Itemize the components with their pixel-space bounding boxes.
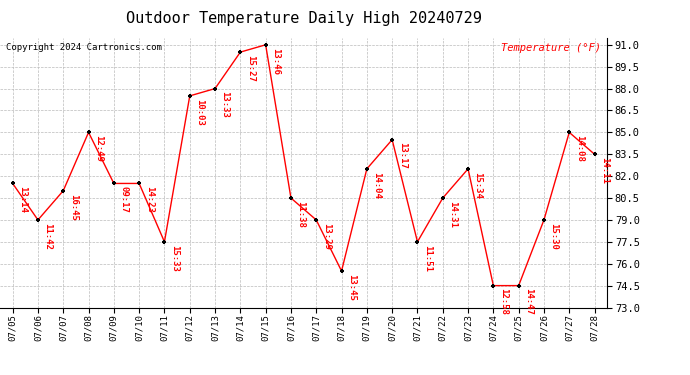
Point bbox=[32, 217, 43, 223]
Text: 14:47: 14:47 bbox=[524, 288, 533, 315]
Point bbox=[462, 166, 473, 172]
Point bbox=[336, 268, 347, 274]
Text: 13:45: 13:45 bbox=[347, 274, 356, 301]
Point bbox=[362, 166, 373, 172]
Text: 13:29: 13:29 bbox=[322, 223, 331, 250]
Point bbox=[310, 217, 322, 223]
Text: 13:46: 13:46 bbox=[271, 48, 280, 75]
Point bbox=[564, 129, 575, 135]
Point bbox=[412, 239, 423, 245]
Text: 14:08: 14:08 bbox=[575, 135, 584, 162]
Text: 14:04: 14:04 bbox=[373, 172, 382, 198]
Text: 12:49: 12:49 bbox=[94, 135, 103, 162]
Point bbox=[58, 188, 69, 194]
Point bbox=[386, 136, 397, 142]
Text: 15:30: 15:30 bbox=[549, 223, 558, 250]
Point bbox=[513, 283, 524, 289]
Text: 15:33: 15:33 bbox=[170, 244, 179, 272]
Text: Outdoor Temperature Daily High 20240729: Outdoor Temperature Daily High 20240729 bbox=[126, 11, 482, 26]
Text: 14:31: 14:31 bbox=[448, 201, 457, 228]
Text: 13:14: 13:14 bbox=[18, 186, 27, 213]
Text: Copyright 2024 Cartronics.com: Copyright 2024 Cartronics.com bbox=[6, 43, 162, 52]
Point bbox=[134, 180, 145, 186]
Point bbox=[286, 195, 297, 201]
Text: 14:23: 14:23 bbox=[145, 186, 154, 213]
Point bbox=[488, 283, 499, 289]
Point bbox=[437, 195, 448, 201]
Text: 10:03: 10:03 bbox=[195, 99, 204, 126]
Point bbox=[538, 217, 549, 223]
Text: 09:17: 09:17 bbox=[119, 186, 128, 213]
Text: 13:17: 13:17 bbox=[397, 142, 406, 170]
Point bbox=[260, 42, 271, 48]
Text: 13:33: 13:33 bbox=[221, 92, 230, 118]
Text: 11:51: 11:51 bbox=[423, 244, 432, 272]
Text: 12:58: 12:58 bbox=[499, 288, 508, 315]
Text: 16:45: 16:45 bbox=[69, 194, 78, 220]
Text: 15:27: 15:27 bbox=[246, 55, 255, 82]
Text: 11:42: 11:42 bbox=[43, 223, 52, 250]
Text: 15:34: 15:34 bbox=[473, 172, 482, 198]
Point bbox=[235, 49, 246, 55]
Point bbox=[83, 129, 94, 135]
Point bbox=[7, 180, 18, 186]
Point bbox=[210, 86, 221, 92]
Point bbox=[184, 93, 195, 99]
Text: 14:11: 14:11 bbox=[600, 157, 609, 184]
Text: Temperature (°F): Temperature (°F) bbox=[501, 43, 601, 53]
Text: 11:38: 11:38 bbox=[297, 201, 306, 228]
Point bbox=[159, 239, 170, 245]
Point bbox=[108, 180, 119, 186]
Point bbox=[589, 151, 600, 157]
